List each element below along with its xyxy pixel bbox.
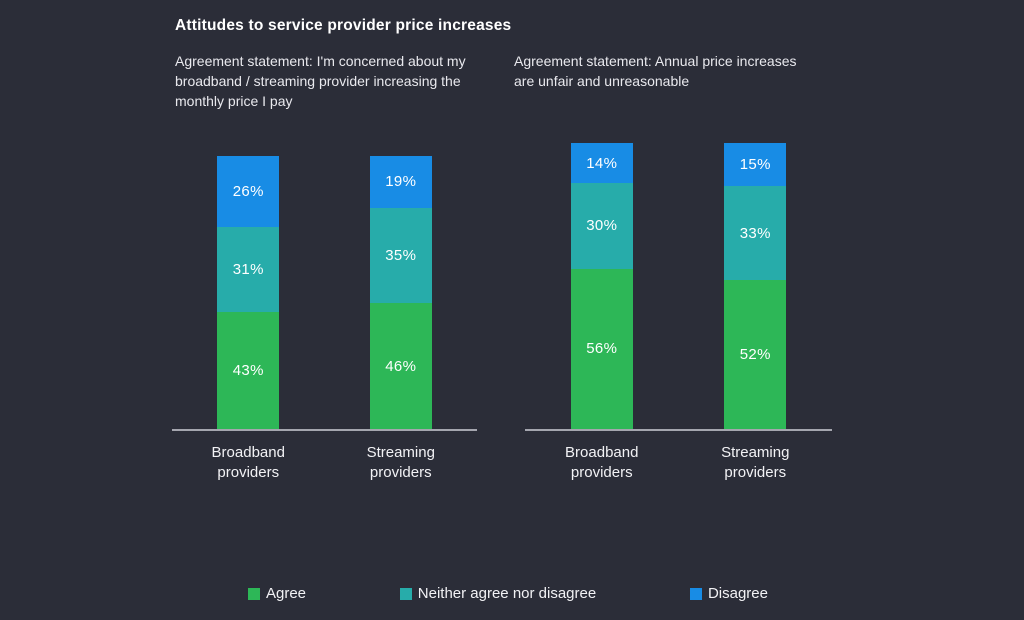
bar-segment: 26% xyxy=(217,156,280,227)
chart-right: 56% 30% 14% 52% 33% 15% Broadband providers St… xyxy=(525,143,832,483)
bar-segment: 52% xyxy=(724,280,787,429)
segment-value-label: 33% xyxy=(739,224,771,242)
category-label: Streaming providers xyxy=(366,444,435,481)
segment-value-label: 56% xyxy=(586,340,618,358)
chart-right-subtitle: Agreement statement: Annual price increa… xyxy=(514,53,797,89)
segment-value-label: 30% xyxy=(586,217,618,235)
segment-value-label: 14% xyxy=(586,154,618,172)
segment-value-label: 26% xyxy=(232,183,264,201)
legend-item: Disagree xyxy=(689,585,768,602)
stacked-bar: 46% 35% 19% xyxy=(369,156,432,429)
category-label: Broadband providers xyxy=(211,444,285,481)
bar-segment: 43% xyxy=(217,311,280,429)
page-title: Attitudes to service provider price incr… xyxy=(175,17,512,34)
legend-label: Agree xyxy=(266,585,307,602)
x-axis-line xyxy=(525,429,832,431)
stacked-bar: 56% 30% 14% xyxy=(570,143,633,429)
bar-segment: 15% xyxy=(724,143,787,186)
segment-value-label: 19% xyxy=(385,173,417,191)
stacked-bar: 43% 31% 26% xyxy=(217,156,280,429)
segment-value-label: 46% xyxy=(385,357,417,375)
bar-segment: 31% xyxy=(217,227,280,312)
legend-item: Neither agree nor disagree xyxy=(399,585,597,602)
chart-left-subtitle: Agreement statement: I'm concerned about… xyxy=(175,53,466,109)
bar-segment: 46% xyxy=(369,303,432,429)
category-label: Broadband providers xyxy=(565,444,639,481)
segment-value-label: 43% xyxy=(232,361,264,379)
bar-segment: 19% xyxy=(369,156,432,208)
legend: Agree Neither agree nor disagree Disagree xyxy=(248,585,768,602)
chart-left: 43% 31% 26% 46% 35% 19% Broadband providers St… xyxy=(172,156,477,483)
category-labels: Broadband providers Streaming providers xyxy=(525,443,832,483)
segment-value-label: 31% xyxy=(232,260,264,278)
plot-area: 43% 31% 26% 46% 35% 19% xyxy=(172,156,477,429)
legend-swatch-icon xyxy=(248,587,260,600)
legend-swatch-icon xyxy=(399,587,412,600)
stacked-bar: 52% 33% 15% xyxy=(724,143,787,429)
x-axis-line xyxy=(172,429,477,431)
segment-value-label: 35% xyxy=(385,247,417,265)
legend-item: Agree xyxy=(248,585,306,602)
segment-value-label: 15% xyxy=(739,155,771,173)
bar-segment: 14% xyxy=(570,143,633,184)
category-labels: Broadband providers Streaming providers xyxy=(172,443,477,483)
segment-value-label: 52% xyxy=(739,346,771,364)
plot-area: 56% 30% 14% 52% 33% 15% xyxy=(525,143,832,429)
bar-segment: 56% xyxy=(570,268,633,429)
legend-label: Disagree xyxy=(707,585,768,602)
bar-segment: 33% xyxy=(724,185,787,281)
category-label: Streaming providers xyxy=(721,444,790,481)
bar-segment: 35% xyxy=(369,207,432,304)
legend-swatch-icon xyxy=(689,587,702,600)
legend-label: Neither agree nor disagree xyxy=(417,585,597,602)
bar-segment: 30% xyxy=(570,183,633,269)
